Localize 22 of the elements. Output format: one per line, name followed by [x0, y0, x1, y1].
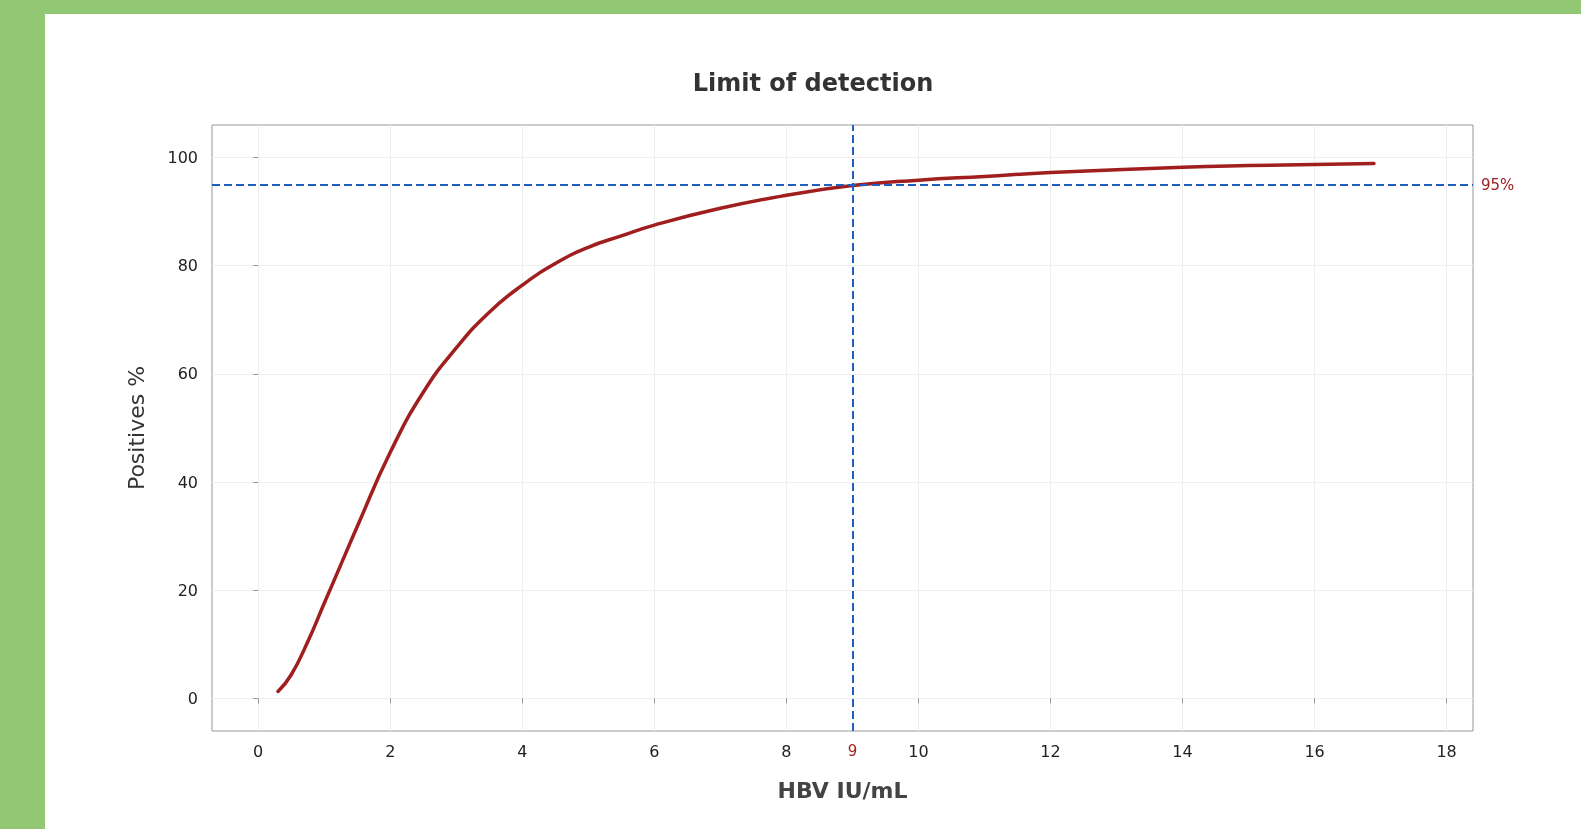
- y-tick-label: 60: [177, 364, 198, 384]
- x-axis-title: HBV IU/mL: [777, 777, 908, 803]
- y-tick-label: 100: [167, 147, 198, 167]
- x-tick-label: 4: [517, 741, 528, 761]
- x-tick-label: 14: [1172, 741, 1193, 761]
- ref-line-label: 95%: [1481, 175, 1515, 194]
- x-tick-label: 18: [1436, 741, 1457, 761]
- x-tick-label: 8: [781, 741, 792, 761]
- x-tick-label: 12: [1040, 741, 1061, 761]
- x-tick-label: 0: [253, 741, 264, 761]
- chart-title: Limit of detection: [692, 69, 934, 97]
- x-tick-label: 6: [649, 741, 660, 761]
- y-tick-label: 40: [177, 472, 198, 492]
- line-series: [276, 161, 1376, 694]
- y-tick-label: 20: [177, 580, 198, 600]
- y-axis-title: Positives %: [123, 365, 149, 491]
- x-tick-label: 2: [385, 741, 396, 761]
- x-tick-label: 16: [1304, 741, 1325, 761]
- y-tick-label: 80: [177, 256, 198, 276]
- x-tick-label: 10: [908, 741, 929, 761]
- y-tick-label: 0: [187, 689, 198, 709]
- ref-line-label: 9: [847, 741, 858, 760]
